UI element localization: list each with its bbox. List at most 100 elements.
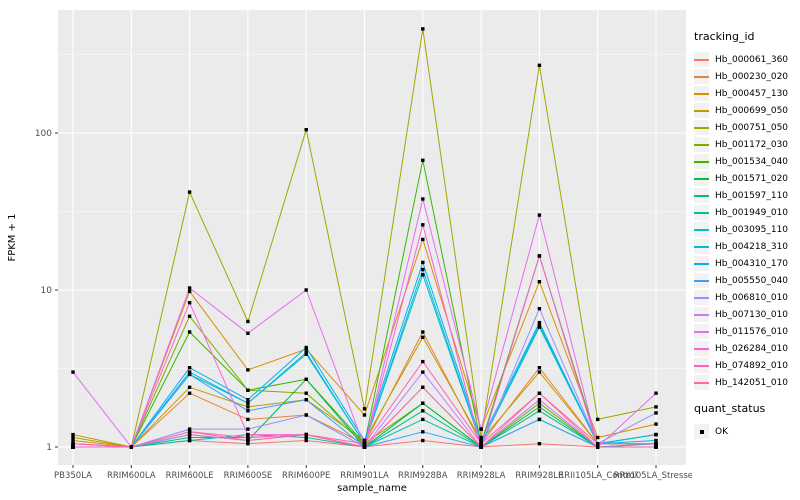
data-point [362, 442, 367, 446]
legend: tracking_id Hb_000061_360 Hb_000230_020 Hb… [694, 30, 798, 441]
data-point [187, 286, 192, 290]
legend-item: Hb_000457_130 [694, 86, 798, 101]
y-tick-label: 1 [46, 443, 52, 453]
data-point [654, 432, 658, 437]
data-point [537, 213, 542, 217]
legend-item: Hb_011576_010 [694, 324, 798, 339]
data-point [304, 350, 308, 355]
data-point [537, 370, 542, 374]
data-point [187, 366, 192, 370]
data-point [537, 442, 542, 446]
legend-items: Hb_000061_360 Hb_000230_020 Hb_000457_130 H… [694, 52, 798, 390]
data-point [421, 260, 425, 265]
data-point [71, 442, 75, 446]
legend-item: Hb_000751_050 [694, 120, 798, 135]
legend-key [694, 324, 709, 339]
data-point [537, 325, 542, 329]
data-point [187, 432, 192, 437]
legend-item-label: Hb_004218_310 [715, 241, 789, 252]
data-point [421, 359, 425, 364]
data-point [71, 445, 75, 449]
data-point [421, 197, 425, 201]
data-point [654, 442, 658, 446]
data-point [187, 427, 192, 431]
legend-key [694, 154, 709, 169]
legend-title-tracking-id: tracking_id [694, 30, 755, 43]
legend-key [694, 375, 709, 390]
data-point [187, 190, 192, 194]
legend-item-label: Hb_001534_040 [715, 156, 789, 167]
legend-item-label: Hb_026284_010 [715, 343, 789, 354]
legend-item-label: Hb_001172_030 [715, 139, 789, 150]
data-point [421, 417, 425, 422]
legend-item-label: Hb_000061_360 [715, 54, 789, 65]
data-point [187, 370, 192, 374]
legend-key [694, 307, 709, 322]
data-point [421, 158, 425, 162]
legend-key-line-icon [694, 143, 709, 146]
data-point [421, 385, 425, 389]
legend-key [694, 103, 709, 118]
legend-key-line-icon [694, 160, 709, 163]
data-point [421, 330, 425, 334]
legend-item-label: Hb_003095_110 [715, 224, 789, 235]
legend-key [694, 341, 709, 356]
legend-key [694, 273, 709, 288]
legend-item: Hb_005550_040 [694, 273, 798, 288]
data-point [246, 319, 250, 324]
legend-key-line-icon [694, 364, 709, 367]
legend-item-label: Hb_000699_050 [715, 105, 789, 116]
data-point [187, 391, 192, 395]
data-point [362, 445, 367, 449]
y-tick-label: 10 [41, 286, 53, 296]
data-point [537, 320, 542, 325]
data-point [71, 438, 75, 443]
legend-key-line-icon [694, 313, 709, 316]
x-tick-label: RRIM901LA [340, 471, 389, 481]
legend-item-label: Hb_001571_020 [715, 173, 789, 184]
data-point [246, 438, 250, 443]
x-tick-label: RRIM600SE [224, 471, 273, 481]
legend-key-line-icon [694, 177, 709, 180]
legend-item: Hb_026284_010 [694, 341, 798, 356]
data-point [187, 430, 192, 434]
black-square-point-icon [699, 429, 704, 434]
x-tick-label: RRII105LA_Control [558, 471, 637, 481]
legend-quant-status: quant_status OK [694, 402, 798, 439]
data-point [246, 398, 250, 402]
data-point [246, 435, 250, 440]
data-point [71, 432, 75, 437]
legend-key-line-icon [694, 279, 709, 282]
data-point [304, 398, 308, 402]
legend-key-line-icon [694, 245, 709, 248]
legend-item: Hb_001597_110 [694, 188, 798, 203]
x-tick-label: RRIM928LE [515, 471, 563, 481]
legend-key-line-icon [694, 330, 709, 333]
data-point [246, 409, 250, 413]
x-tick-label: PB350LA [54, 471, 92, 481]
legend-key [694, 290, 709, 305]
legend-item-label: Hb_001597_110 [715, 190, 789, 201]
legend-key [694, 120, 709, 135]
legend-key-line-icon [694, 58, 709, 61]
data-point [421, 335, 425, 339]
x-tick-label: RRIM600LE [166, 471, 214, 481]
data-point [421, 223, 425, 227]
data-point [187, 314, 192, 318]
legend-item: Hb_074892_010 [694, 358, 798, 373]
legend-item: Hb_003095_110 [694, 222, 798, 237]
legend-item-label: Hb_000457_130 [715, 88, 789, 99]
data-point [304, 432, 308, 437]
data-point [421, 267, 425, 272]
data-point [596, 442, 600, 446]
data-point [246, 401, 250, 405]
legend-item-label: Hb_011576_010 [715, 326, 789, 337]
legend-key [694, 171, 709, 186]
data-point [537, 405, 542, 409]
data-point [421, 27, 425, 31]
data-point [304, 345, 308, 350]
legend-key [694, 69, 709, 84]
data-point [421, 409, 425, 413]
data-point [537, 417, 542, 422]
data-point [246, 432, 250, 437]
